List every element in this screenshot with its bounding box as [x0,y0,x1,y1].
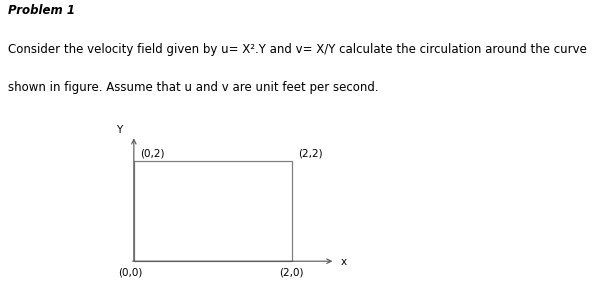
Text: (0,2): (0,2) [140,148,165,158]
Text: (2,2): (2,2) [298,148,323,158]
Text: Consider the velocity field given by u= X².Y and v= X/Y calculate the circulatio: Consider the velocity field given by u= … [8,44,587,57]
Text: shown in figure. Assume that u and v are unit feet per second.: shown in figure. Assume that u and v are… [8,81,379,94]
Text: Y: Y [116,124,123,135]
Text: (2,0): (2,0) [280,267,304,277]
Text: x: x [341,257,347,267]
Text: Problem 1: Problem 1 [8,4,75,17]
Text: (0,0): (0,0) [118,267,142,277]
